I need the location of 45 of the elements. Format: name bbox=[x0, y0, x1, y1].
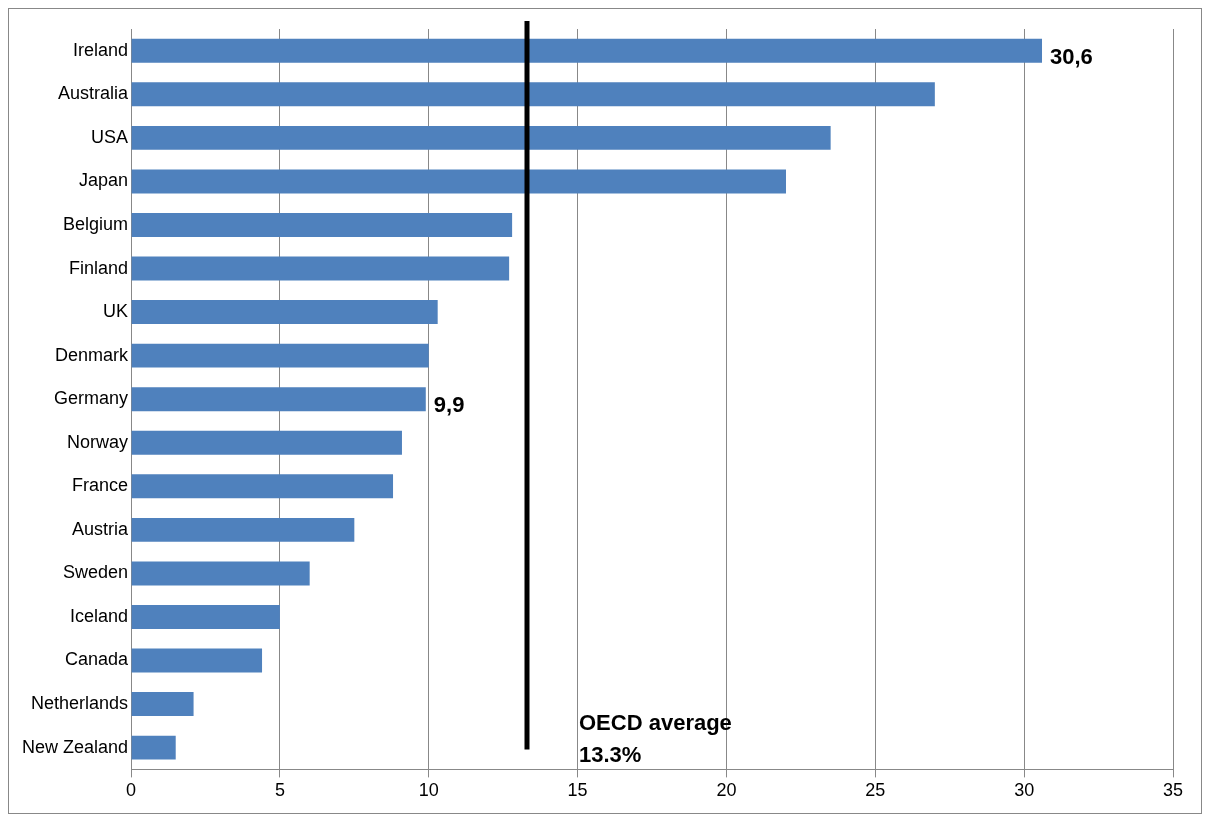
bar bbox=[131, 343, 429, 368]
x-tick-label: 15 bbox=[567, 780, 588, 801]
y-tick-label: Iceland bbox=[70, 605, 129, 626]
bar bbox=[131, 561, 310, 586]
x-tick-label: 5 bbox=[274, 780, 285, 801]
data-label: 9,9 bbox=[433, 392, 465, 418]
bar bbox=[131, 604, 280, 629]
x-tick-label: 0 bbox=[126, 780, 137, 801]
bar bbox=[131, 38, 1043, 63]
y-tick-label: Belgium bbox=[63, 213, 129, 234]
y-tick-label: UK bbox=[103, 301, 129, 322]
y-tick-label: Denmark bbox=[55, 344, 130, 365]
y-tick-label: France bbox=[72, 475, 129, 496]
data-label: 30,6 bbox=[1050, 43, 1093, 69]
y-tick-label: Netherlands bbox=[31, 693, 129, 714]
bar bbox=[131, 474, 394, 499]
ref-line-label: OECD average 13.3% bbox=[579, 710, 732, 768]
y-tick-label: Canada bbox=[65, 649, 130, 670]
y-tick-label: Australia bbox=[58, 83, 130, 104]
bar bbox=[131, 169, 786, 194]
bar bbox=[131, 300, 438, 325]
y-tick-label: Japan bbox=[79, 170, 129, 191]
y-tick-label: Austria bbox=[72, 518, 130, 539]
x-tick-label: 25 bbox=[865, 780, 886, 801]
bar bbox=[131, 692, 194, 717]
bar bbox=[131, 256, 510, 281]
bar bbox=[131, 213, 513, 237]
bar bbox=[131, 125, 831, 150]
y-tick-label: Finland bbox=[69, 257, 129, 278]
x-tick-label: 20 bbox=[716, 780, 737, 801]
x-tick-label: 10 bbox=[418, 780, 439, 801]
bar bbox=[131, 735, 176, 760]
y-tick-label: USA bbox=[91, 126, 129, 147]
bar bbox=[131, 430, 402, 455]
bar bbox=[131, 82, 935, 107]
y-tick-label: Germany bbox=[54, 388, 129, 409]
y-tick-label: New Zealand bbox=[22, 736, 129, 757]
bar bbox=[131, 387, 426, 412]
bar bbox=[131, 648, 263, 673]
y-tick-label: Ireland bbox=[73, 39, 129, 60]
x-tick-label: 35 bbox=[1162, 780, 1184, 801]
x-tick-label: 30 bbox=[1014, 780, 1035, 801]
y-tick-label: Sweden bbox=[63, 562, 129, 583]
y-tick-label: Norway bbox=[67, 431, 129, 452]
bar bbox=[131, 517, 355, 542]
